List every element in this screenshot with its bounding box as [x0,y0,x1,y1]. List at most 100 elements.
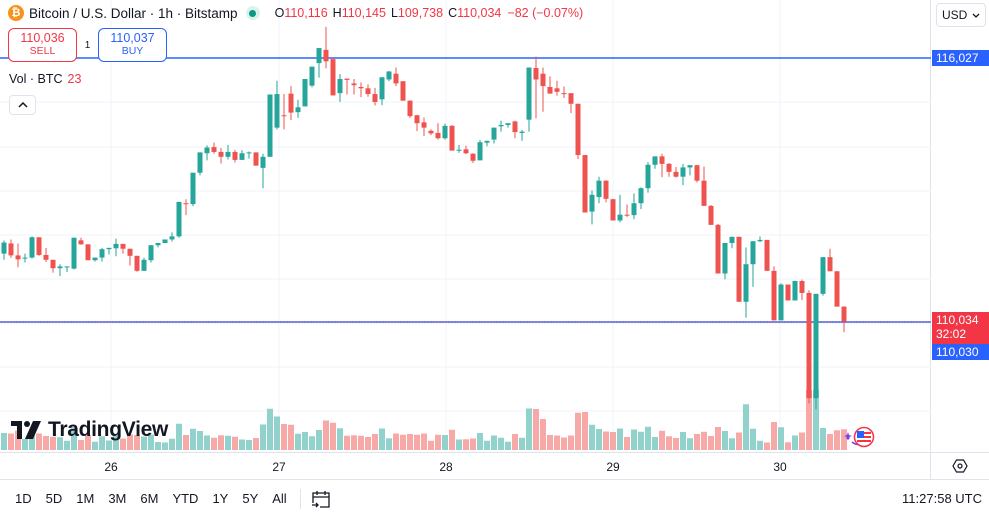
candle-up [302,79,308,107]
candle-up [750,241,756,265]
candle-down [323,49,329,62]
volume-bar [736,432,742,450]
volume-bar [302,432,308,450]
volume-bar [449,429,455,450]
volume-bar [533,409,539,450]
volume-label[interactable]: Vol · BTC [9,72,63,86]
calendar-goto-icon [311,490,330,508]
time-tick: 29 [606,460,620,474]
range-button-all[interactable]: All [272,491,287,506]
volume-bar [729,438,735,450]
volume-bar [596,429,602,450]
range-button-5y[interactable]: 5Y [242,491,259,506]
collapse-legend-button[interactable] [9,95,36,115]
volume-bar [351,435,357,450]
range-button-1m[interactable]: 1M [76,491,95,506]
tradingview-logo[interactable]: TradingView [11,418,168,442]
candle-down [8,243,14,256]
candle-down [36,237,42,255]
candle-up [99,249,105,258]
volume-bar [680,432,686,450]
volume-bar [57,437,63,450]
volume-bar [169,438,175,450]
candle-down [764,239,770,271]
chart-pane[interactable]: ₿ Bitcoin / U.S. Dollar · 1h · Bitstamp … [0,0,931,452]
candle-up [106,247,112,250]
change-value: −82 (−0.07%) [507,6,584,20]
candle-down [449,125,455,151]
price-axis[interactable]: 115,000114,000113,000112,000111,000109,0… [931,0,989,452]
volume-bar [512,434,518,450]
volume-bar [71,426,77,450]
candle-down [400,81,406,101]
volume-bar [771,422,777,450]
volume-bar [778,427,784,450]
candle-down [50,259,56,269]
volume-bar [645,426,651,450]
candle-up [386,71,392,80]
volume-bar [764,442,770,450]
candle-down [470,153,476,161]
candle-down [407,100,413,117]
news-events-widget[interactable] [843,426,877,450]
volume-bar [246,440,252,450]
sell-label: SELL [29,45,56,58]
volume-bar [834,430,840,450]
candle-down [533,67,539,80]
volume-value: 23 [67,72,82,86]
volume-bar [337,428,343,450]
time-axis[interactable]: 26 27 28 29 30 [0,452,931,480]
volume-bar [540,419,546,450]
chart-settings-button[interactable] [931,452,989,480]
volume-bar [708,436,714,450]
volume-bar [134,435,140,450]
range-button-ytd[interactable]: YTD [172,491,199,506]
candle-down [841,306,847,322]
range-button-1d[interactable]: 1D [15,491,32,506]
volume-bar [638,431,644,450]
range-button-5d[interactable]: 5D [45,491,63,506]
low-value: 109,738 [397,6,444,20]
candle-down [358,86,364,89]
buy-button[interactable]: 110,037 BUY [98,28,167,62]
volume-bar [652,437,658,450]
candle-down [673,171,679,177]
candle-down [736,236,742,302]
symbol-title[interactable]: Bitcoin / U.S. Dollar · 1h · Bitstamp [29,5,238,21]
candle-down [127,248,133,256]
range-button-3m[interactable]: 3M [108,491,127,506]
candle-down [666,163,672,172]
volume-bar [470,438,476,450]
candle-down [771,270,777,321]
price-chart-canvas[interactable] [0,0,931,452]
volume-bar [785,442,791,450]
last-price-value: 110,034 [936,313,979,327]
utc-clock[interactable]: 11:27:58 UTC [902,491,982,506]
go-to-date-button[interactable] [311,489,331,509]
us-flag-event-icon [844,426,875,448]
candle-up [617,214,623,221]
bid-line-price-tag: 110,030 [932,344,989,360]
candle-up [813,293,819,399]
candle-down [393,73,399,84]
sell-button[interactable]: 110,036 SELL [8,28,77,62]
volume-bar [722,431,728,450]
currency-selector[interactable]: USD [936,3,986,27]
volume-bar [442,435,448,450]
candle-up [778,284,784,321]
volume-bar [757,440,763,450]
candle-down [372,94,378,102]
candle-up [225,151,231,157]
volume-bar [253,438,259,450]
range-button-1y[interactable]: 1Y [212,491,229,506]
tradingview-wordmark: TradingView [48,418,169,441]
market-status-icon[interactable] [245,6,260,20]
candle-down [827,257,833,272]
range-button-6m[interactable]: 6M [140,491,159,506]
low-label: L [390,6,398,20]
tradingview-logo-icon [11,421,41,439]
volume-bar [267,408,273,450]
volume-bar [365,437,371,450]
candle-down [428,130,434,134]
candle-up [484,140,490,143]
